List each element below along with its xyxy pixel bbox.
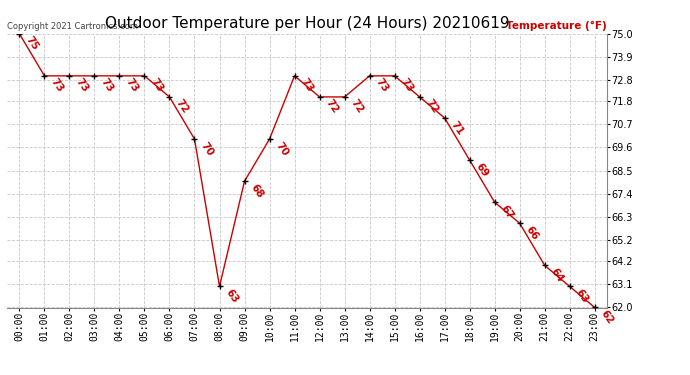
Title: Outdoor Temperature per Hour (24 Hours) 20210619: Outdoor Temperature per Hour (24 Hours) …: [105, 16, 509, 31]
Text: 71: 71: [448, 119, 465, 136]
Text: 62: 62: [599, 309, 615, 326]
Text: 63: 63: [224, 288, 240, 305]
Text: 73: 73: [299, 77, 315, 94]
Text: 66: 66: [524, 224, 540, 242]
Text: 70: 70: [199, 140, 215, 158]
Text: 73: 73: [399, 77, 415, 94]
Text: 73: 73: [124, 77, 140, 94]
Text: 72: 72: [424, 98, 440, 116]
Text: 73: 73: [74, 77, 90, 94]
Text: Copyright 2021 Cartronics.com: Copyright 2021 Cartronics.com: [7, 22, 138, 31]
Text: 72: 72: [324, 98, 340, 116]
Text: 69: 69: [474, 161, 490, 179]
Text: 73: 73: [99, 77, 115, 94]
Text: 72: 72: [174, 98, 190, 116]
Text: 73: 73: [48, 77, 65, 94]
Text: 67: 67: [499, 203, 515, 221]
Text: 73: 73: [148, 77, 165, 94]
Text: 73: 73: [374, 77, 391, 94]
Text: 70: 70: [274, 140, 290, 158]
Text: 75: 75: [23, 35, 40, 52]
Text: 63: 63: [574, 288, 591, 305]
Text: Temperature (°F): Temperature (°F): [506, 21, 607, 31]
Text: 68: 68: [248, 182, 265, 200]
Text: 64: 64: [549, 266, 565, 284]
Text: 72: 72: [348, 98, 365, 116]
